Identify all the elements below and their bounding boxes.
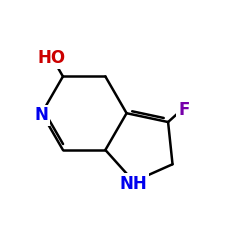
Text: NH: NH (120, 174, 148, 192)
Text: HO: HO (37, 49, 65, 67)
Text: F: F (178, 101, 190, 119)
Text: N: N (35, 106, 49, 124)
